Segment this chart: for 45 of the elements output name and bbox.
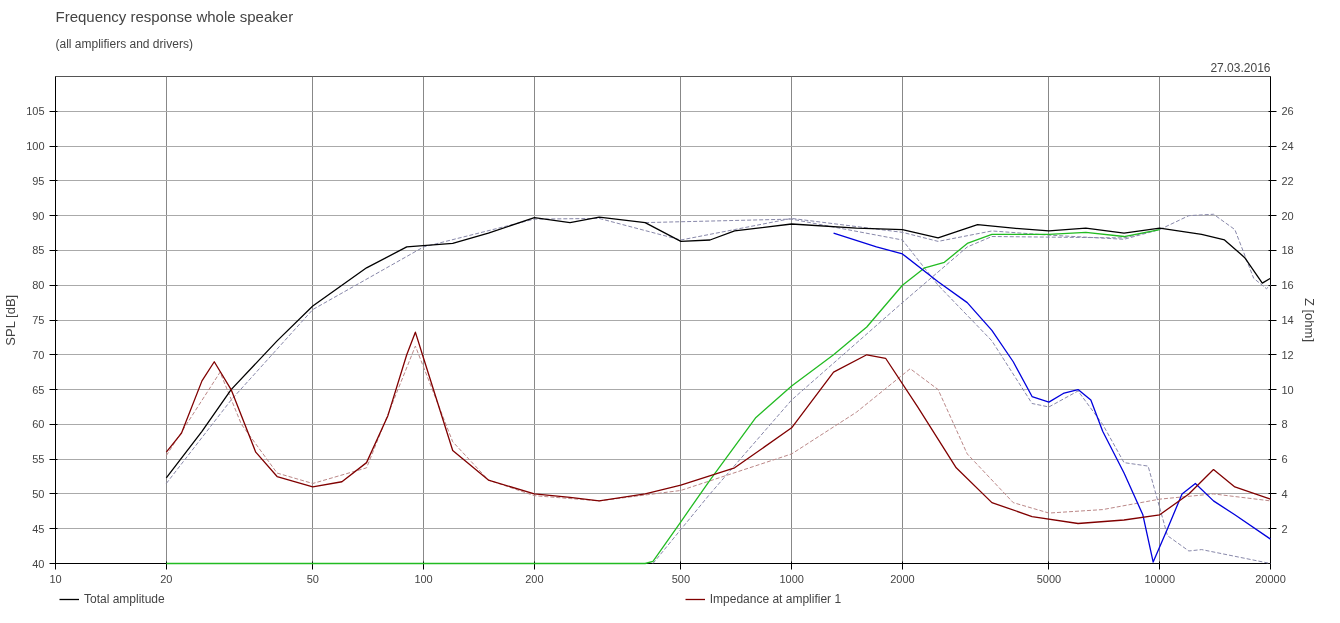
- y-tick-label: 65: [32, 383, 45, 396]
- y-tick-label: 80: [32, 279, 45, 292]
- legend-label: Impedance at amplifier 1: [709, 592, 842, 606]
- y2-tick-label: 22: [1281, 174, 1294, 187]
- x-tick-label: 100: [414, 572, 433, 585]
- y2-tick-label: 14: [1281, 314, 1294, 326]
- chart-subtitle: (all amplifiers and drivers): [55, 36, 193, 51]
- x-tick-label: 10: [49, 572, 62, 585]
- y-axis-title: SPL [dB]: [3, 294, 19, 346]
- y-tick-label: 50: [32, 487, 45, 500]
- y-tick-label: 40: [32, 557, 45, 570]
- y2-tick-label: 26: [1281, 105, 1294, 118]
- y-tick-label: 55: [32, 453, 45, 466]
- y2-tick-label: 18: [1281, 244, 1294, 257]
- x-tick-label: 1000: [779, 572, 804, 585]
- x-tick-label: 500: [671, 572, 691, 585]
- y-tick-label: 105: [26, 105, 45, 118]
- y2-tick-label: 16: [1281, 279, 1294, 292]
- y-tick-label: 100: [26, 140, 45, 153]
- y-tick-label: 70: [32, 348, 45, 361]
- x-tick-label: 50: [306, 572, 319, 585]
- y2-tick-label: 4: [1281, 487, 1288, 500]
- y2-tick-label: 12: [1281, 348, 1294, 361]
- y-tick-label: 45: [32, 522, 45, 535]
- x-tick-label: 20000: [1255, 572, 1286, 585]
- x-tick-label: 10000: [1144, 572, 1175, 585]
- x-tick-label: 5000: [1036, 572, 1062, 585]
- y-tick-label: 75: [32, 314, 45, 326]
- legend-label: Total amplitude: [84, 592, 165, 606]
- x-tick-label: 20: [160, 572, 173, 585]
- y2-axis-title: Z [ohm]: [1301, 297, 1317, 343]
- y-tick-label: 90: [32, 209, 45, 222]
- chart-title: Frequency response whole speaker: [55, 7, 294, 25]
- text: 27.03.2016: [1210, 60, 1271, 75]
- y-tick-label: 85: [32, 244, 45, 257]
- x-tick-label: 200: [525, 572, 544, 585]
- y2-tick-label: 10: [1281, 383, 1294, 396]
- y2-tick-label: 20: [1281, 209, 1294, 222]
- x-tick-label: 2000: [890, 572, 915, 585]
- y2-tick-label: 6: [1281, 453, 1288, 466]
- y-tick-label: 95: [32, 174, 45, 187]
- y2-tick-label: 24: [1281, 140, 1294, 153]
- y2-tick-label: 8: [1281, 418, 1288, 431]
- y-tick-label: 60: [32, 418, 45, 431]
- y2-tick-label: 2: [1281, 522, 1288, 535]
